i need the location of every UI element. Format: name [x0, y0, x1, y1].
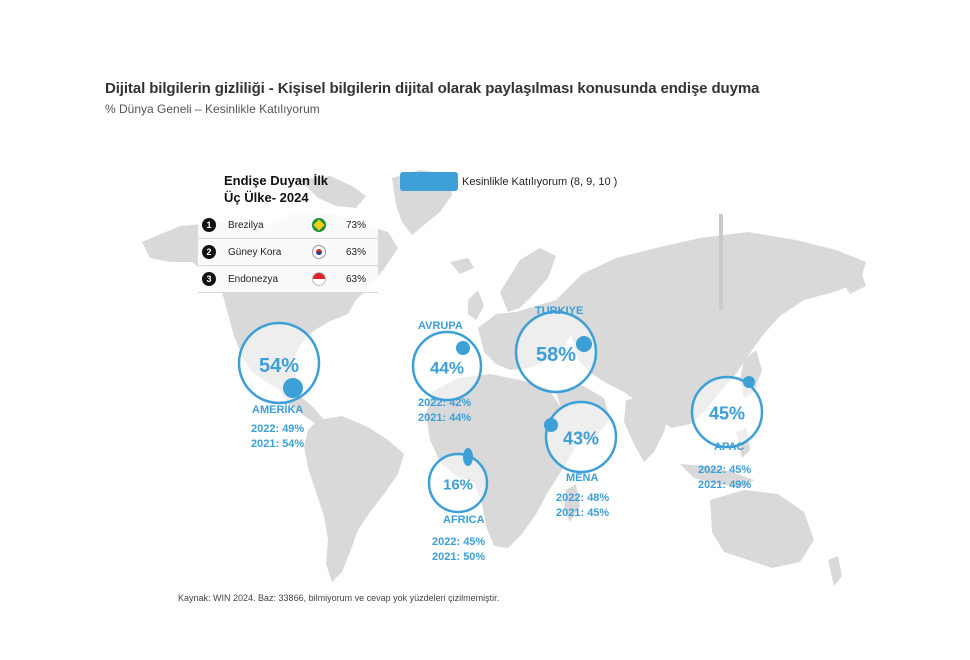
region-ring: [427, 452, 489, 514]
top-country-row: 3 Endonezya 63%: [198, 266, 378, 293]
land-uk: [468, 290, 484, 320]
rank-badge: 3: [202, 272, 216, 286]
rank-badge: 2: [202, 245, 216, 259]
region-ring: [514, 310, 598, 394]
land-africa: [426, 374, 574, 548]
source-note: Kaynak: WIN 2024. Baz: 33866, bilmiyorum…: [178, 593, 500, 603]
region-name-africa: AFRICA: [443, 514, 485, 526]
land-indonesia: [680, 464, 754, 488]
history-africa: 2022: 45% 2021: 50%: [432, 535, 485, 565]
region-marker-dot: [544, 418, 558, 432]
region-marker-dot: [576, 336, 592, 352]
history-line: 2021: 49%: [698, 479, 752, 491]
region-bubbles: 54% 44% 58% 16% 43% 45%: [237, 310, 764, 514]
land-australia: [710, 490, 814, 568]
top-three-heading: Endişe Duyan İlk Üç Ülke- 2024: [224, 173, 329, 205]
legend: Kesinlikle Katılıyorum (8, 9, 10 ): [400, 172, 617, 191]
south-korea-flag-icon: [312, 245, 326, 259]
history-apac: 2022: 45% 2021: 49%: [698, 463, 751, 493]
history-line: 2021: 54%: [251, 438, 305, 450]
region-marker-dot: [456, 341, 470, 355]
history-line: 2021: 44%: [418, 412, 472, 424]
region-ring: [544, 400, 618, 474]
country-name: Brezilya: [228, 219, 264, 231]
land-kamchatka: [836, 268, 866, 294]
history-mena: 2022: 48% 2021: 45%: [556, 491, 609, 521]
land-new-zealand: [828, 556, 842, 586]
history-line: 2022: 48%: [556, 492, 610, 504]
country-value: 73%: [346, 219, 367, 231]
land-india: [624, 396, 670, 462]
chart-subtitle: % Dünya Geneli – Kesinlikle Katılıyorum: [105, 102, 320, 116]
land-asia: [556, 232, 866, 428]
legend-swatch: [400, 172, 458, 191]
top-three-panel: Endişe Duyan İlk Üç Ülke- 2024 1 Brezily…: [198, 172, 378, 293]
indonesia-flag-icon: [312, 272, 326, 286]
history-amerika: 2022: 49% 2021: 54%: [251, 422, 304, 452]
region-marker-dot: [283, 378, 303, 398]
history-line: 2022: 45%: [698, 464, 752, 476]
land-arctic-canada: [300, 176, 366, 208]
land-madagascar: [564, 484, 580, 522]
region-name-amerika: AMERİKA: [252, 404, 304, 416]
region-value-label: 43%: [563, 429, 599, 449]
land-south-america: [304, 416, 404, 582]
region-value-label: 45%: [709, 404, 745, 424]
region-name-turkiye: TURKIYE: [535, 305, 584, 317]
history-line: 2021: 45%: [556, 507, 610, 519]
region-name-apac: APAC: [714, 441, 745, 453]
legend-label: Kesinlikle Katılıyorum (8, 9, 10 ): [462, 175, 618, 188]
region-value-label: 44%: [430, 358, 464, 377]
top-country-row: 1 Brezilya 73%: [198, 212, 378, 239]
land-iceland: [450, 258, 474, 274]
region-marker-dot: [743, 376, 755, 388]
decorative-vertical-bar: [719, 214, 723, 310]
land-scandinavia: [500, 248, 556, 312]
country-name: Endonezya: [228, 273, 279, 285]
history-line: 2022: 42%: [418, 397, 472, 409]
region-value-label: 58%: [536, 344, 576, 366]
history-line: 2022: 49%: [251, 423, 305, 435]
rank-badge: 1: [202, 218, 216, 232]
region-name-mena: MENA: [566, 472, 599, 484]
region-marker-dot: [463, 448, 473, 466]
country-value: 63%: [346, 246, 367, 258]
chart-title: Dijital bilgilerin gizliliği - Kişisel b…: [105, 80, 760, 97]
country-name: Güney Kora: [228, 246, 282, 258]
history-line: 2022: 45%: [432, 536, 486, 548]
region-value-label: 54%: [259, 355, 299, 377]
region-value-label: 16%: [443, 476, 473, 493]
region-name-avrupa: AVRUPA: [418, 320, 463, 332]
country-value: 63%: [346, 273, 367, 285]
top-country-row: 2 Güney Kora 63%: [198, 239, 378, 266]
brazil-flag-icon: [312, 218, 326, 232]
region-ring: [690, 375, 764, 449]
history-avrupa: 2022: 42% 2021: 44%: [418, 396, 471, 426]
history-line: 2021: 50%: [432, 551, 486, 563]
